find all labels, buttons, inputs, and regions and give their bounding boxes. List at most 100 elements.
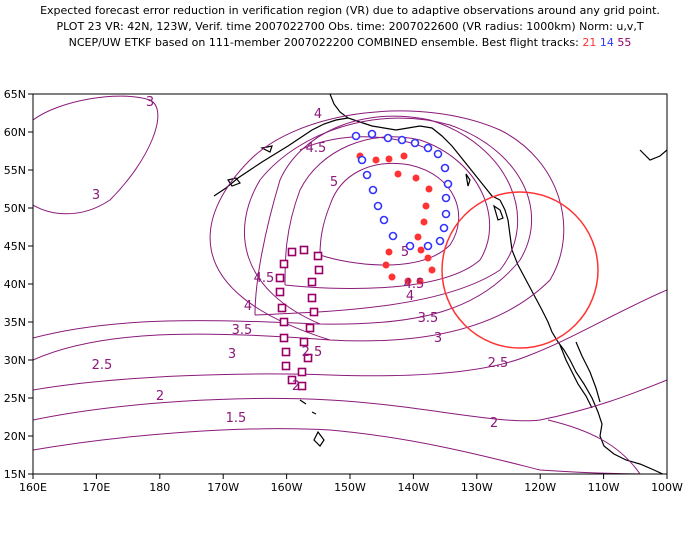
contour-label: 4.5 <box>404 277 425 292</box>
track-55-point <box>287 247 297 257</box>
track-21-point <box>400 152 408 160</box>
track-55-point <box>279 317 289 327</box>
coastline-hawaii <box>299 399 325 447</box>
latitude-axis: 65N 60N 55N 50N 45N 40N 35N 30N 25N 20N 15N <box>4 88 33 481</box>
contour-4.5-outer <box>299 136 431 151</box>
track-14-point <box>439 223 449 233</box>
track-55-point <box>299 245 309 255</box>
contour-lines <box>33 95 667 474</box>
track-14-point <box>405 241 415 251</box>
lon-tick-label: 170W <box>207 481 239 494</box>
track-55-point <box>299 337 309 347</box>
lon-tick-label: 110W <box>588 481 620 494</box>
contour-label: 2 <box>490 416 498 431</box>
track-14-label: 14 <box>599 36 614 49</box>
contour-label: 3 <box>92 188 100 203</box>
lat-tick-label: 55N <box>4 164 26 177</box>
track-14-point <box>443 179 453 189</box>
lon-tick-label: 130W <box>461 481 493 494</box>
contour-label: 5 <box>401 245 409 260</box>
contour-label: 2 <box>292 379 300 394</box>
track-21-label: 21 <box>582 36 597 49</box>
contour-2 <box>33 379 667 422</box>
contour-3.5 <box>33 117 533 339</box>
contour-label: 5 <box>330 175 338 190</box>
longitude-axis: 160E 170E 180 170W 160W 150W 140W 130W 120W 110W 1… <box>19 474 683 494</box>
contour-label: 4 <box>314 107 322 122</box>
track-14-point <box>373 201 383 211</box>
coastline-island-2 <box>260 145 273 153</box>
lat-tick-label: 60N <box>4 126 26 139</box>
track-21-point <box>385 248 393 256</box>
coastline-gulf-california <box>575 341 601 403</box>
coastline-hudson <box>639 149 667 161</box>
flight-track-55 <box>275 245 324 391</box>
lat-tick-label: 35N <box>4 316 26 329</box>
track-14-point <box>435 236 445 246</box>
coastline-vancouver-island <box>492 204 504 221</box>
track-55-point <box>314 265 324 275</box>
lon-tick-label: 150W <box>334 481 366 494</box>
track-21-point <box>388 273 396 281</box>
track-21-point <box>372 156 380 164</box>
coastline-alaska-gulf <box>329 94 501 201</box>
track-14-point <box>423 143 433 153</box>
plot-frame <box>32 93 668 475</box>
contour-4 <box>254 115 519 316</box>
track-14-point <box>351 131 361 141</box>
track-14-point <box>423 241 433 251</box>
lon-tick-label: 170E <box>82 481 110 494</box>
lon-tick-label: 160E <box>19 481 47 494</box>
coastline-alaska-peninsula <box>213 117 349 197</box>
track-55-point <box>277 303 287 313</box>
track-21-point <box>404 277 412 285</box>
contour-label: 2.5 <box>92 358 113 373</box>
track-21-point <box>422 202 430 210</box>
track-21-point <box>382 261 390 269</box>
track-55-point <box>275 287 285 297</box>
flight-track-21 <box>356 152 436 285</box>
track-21-point <box>424 254 432 262</box>
contour-label: 3.5 <box>232 323 253 338</box>
track-55-point <box>307 293 317 303</box>
contour-1.5 <box>33 428 667 474</box>
track-55-point <box>305 323 315 333</box>
track-55-point <box>309 307 319 317</box>
track-55-point <box>297 367 307 377</box>
track-14-point <box>433 149 443 159</box>
coastlines <box>213 94 667 474</box>
lat-tick-label: 40N <box>4 278 26 291</box>
track-14-point <box>410 138 420 148</box>
header-line-1: Expected forecast error reduction in ver… <box>40 4 660 17</box>
track-21-point <box>425 185 433 193</box>
lat-tick-label: 20N <box>4 430 26 443</box>
lon-tick-label: 120W <box>524 481 556 494</box>
track-55-point <box>307 277 317 287</box>
track-55-point <box>297 381 307 391</box>
contour-label: 4.5 <box>306 141 327 156</box>
coastline-haida-gwaii <box>465 173 471 187</box>
track-55-point <box>279 333 289 343</box>
coastline-baja <box>559 344 593 409</box>
contour-label: 3 <box>146 95 154 110</box>
lon-tick-label: 100W <box>651 481 683 494</box>
track-14-point <box>357 155 367 165</box>
lon-tick-label: 140W <box>397 481 429 494</box>
track-21-point <box>420 218 428 226</box>
track-21-point <box>428 266 436 274</box>
track-21-point <box>417 246 425 254</box>
track-21-point <box>416 277 424 285</box>
track-55-point <box>281 361 291 371</box>
lat-tick-label: 65N <box>4 88 26 101</box>
track-55-point <box>279 259 289 269</box>
verification-region-circle <box>441 191 599 349</box>
contour-label: 2.5 <box>488 356 509 371</box>
track-14-point <box>367 129 377 139</box>
track-14-point <box>441 193 451 203</box>
track-55-point <box>281 347 291 357</box>
contour-label: 3 <box>228 347 236 362</box>
flight-track-14 <box>351 129 453 251</box>
track-55-point <box>313 251 323 261</box>
